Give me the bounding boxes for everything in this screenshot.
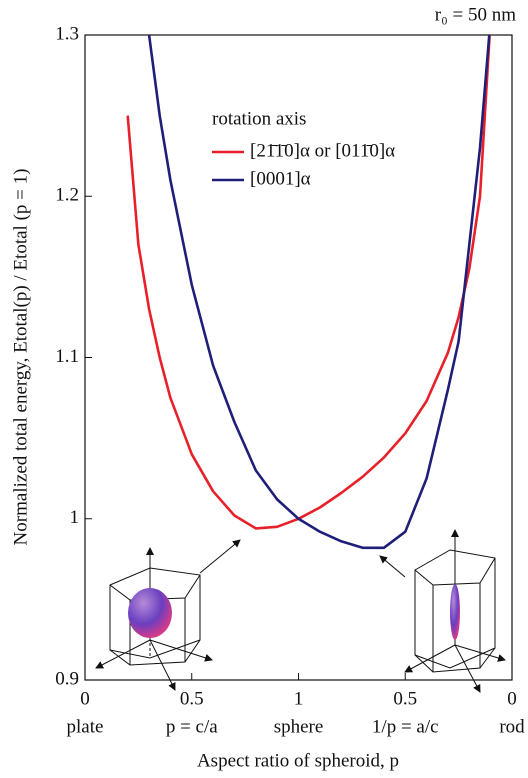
- y-tick-label: 1: [70, 507, 80, 528]
- x-tick-label: 0: [507, 688, 517, 709]
- y-axis-label: Normalized total energy, Etotal(p) / Eto…: [10, 169, 31, 546]
- crystal-rod-inset: [379, 529, 506, 693]
- y-tick-label: 0.9: [55, 668, 79, 689]
- x-region-label: sphere: [274, 716, 324, 737]
- x-tick-label: 0.5: [393, 688, 417, 709]
- plot-frame: [84, 34, 513, 681]
- x-region-label: 1/p = a/c: [372, 716, 439, 737]
- data-line: [147, 35, 491, 550]
- y-tick-label: 1.3: [55, 23, 79, 44]
- x-tick-label: 0.5: [180, 688, 204, 709]
- legend-title: rotation axis: [212, 108, 306, 129]
- crystal-plate-inset: [95, 539, 241, 691]
- annotation: r₀ = 50 nm: [435, 4, 516, 25]
- legend-label: [21̄1̄0]α or [011̄0]α: [250, 140, 395, 161]
- y-tick-label: 1.1: [55, 346, 79, 367]
- x-region-label: plate: [67, 716, 104, 737]
- x-axis-label: Aspect ratio of spheroid, p: [197, 750, 399, 771]
- data-line: [126, 35, 491, 530]
- x-tick-label: 0: [80, 688, 90, 709]
- x-region-label: p = c/a: [166, 716, 218, 737]
- y-tick-label: 1.2: [55, 185, 79, 206]
- x-tick-label: 1: [294, 688, 304, 709]
- plot-area: [126, 35, 491, 550]
- x-region-label: rod: [499, 716, 525, 737]
- legend-label: [0001]α: [250, 168, 311, 189]
